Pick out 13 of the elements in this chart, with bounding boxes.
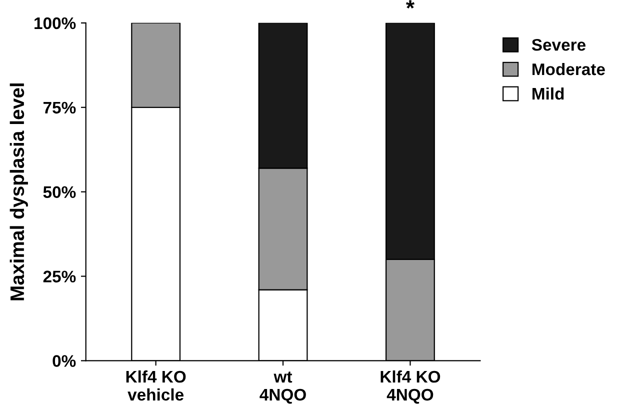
y-tick-label: 25% [43,270,76,282]
x-tick-label: wt 4NQO [260,372,306,404]
legend-label: Moderate [532,62,605,76]
y-tick-label: 50% [43,186,76,198]
y-tick-label: 0% [52,355,76,367]
x-tick-label: Klf4 KO vehicle [126,370,186,401]
annotation: * [406,0,415,9]
x-tick-label: Klf4 KO 4NQO [380,370,440,404]
y-axis-title: Maximal dysplasia level [10,83,28,300]
legend-label: Mild [532,87,564,100]
legend-label: Severe [532,38,586,51]
y-tick-label: 75% [43,102,76,114]
y-tick-label: 100% [34,17,76,30]
